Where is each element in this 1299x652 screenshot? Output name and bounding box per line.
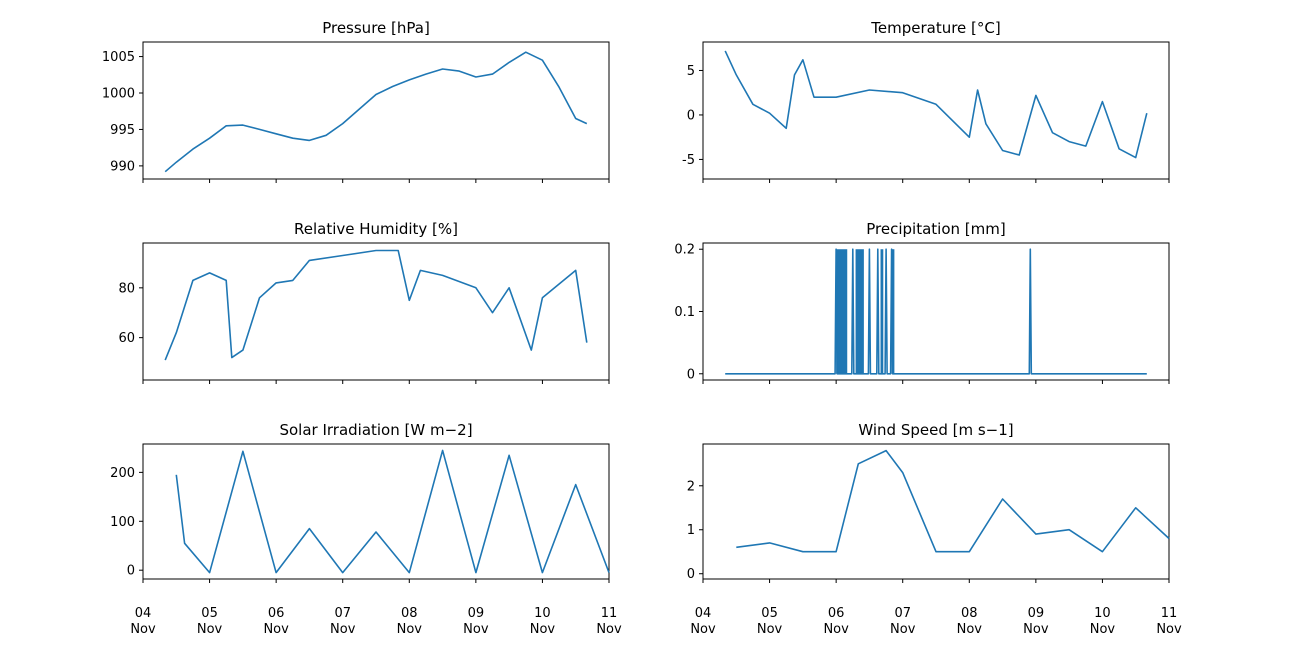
plot-frame [142, 242, 610, 381]
panel-temperature: Temperature [°C] -5 0 5 [682, 19, 1170, 183]
x-tick-label-day: 08 [961, 606, 978, 621]
y-tick-label: 990 [110, 159, 135, 174]
x-tick-label-day: 11 [601, 606, 618, 621]
x-tick-label-day: 06 [828, 606, 845, 621]
y-tick-label: 1005 [102, 50, 135, 65]
x-tick-label-month: Nov [1090, 622, 1116, 637]
y-tick-label: 0 [687, 567, 695, 582]
x-tick-label-month: Nov [1156, 622, 1182, 637]
rain-band [836, 249, 848, 374]
rain-band [891, 249, 895, 374]
rain-band [880, 249, 884, 374]
plot-frame [702, 443, 1170, 580]
series-line-temperature [724, 50, 1148, 159]
x-tick-label-month: Nov [690, 622, 716, 637]
plot-frame [702, 242, 1170, 381]
y-tick-label: 200 [110, 466, 135, 481]
y-tick-label: 0 [687, 108, 695, 123]
panel-title: Wind Speed [m s−1] [858, 421, 1013, 439]
x-tick-label-day: 05 [201, 606, 218, 621]
panel-pressure: Pressure [hPa] 990 995 1000 1005 [102, 19, 610, 183]
x-tick-label-month: Nov [1023, 622, 1049, 637]
x-tick-label-month: Nov [330, 622, 356, 637]
x-tick-label-day: 10 [534, 606, 551, 621]
y-tick-label: 1 [687, 523, 695, 538]
x-tick-label-day: 09 [1028, 606, 1045, 621]
x-tick-label-month: Nov [757, 622, 783, 637]
panel-title: Precipitation [mm] [866, 220, 1005, 238]
x-tick-label-month: Nov [823, 622, 849, 637]
panel-title: Temperature [°C] [870, 19, 1000, 37]
y-tick-label: 80 [118, 281, 135, 296]
series-line-solar [175, 449, 610, 574]
y-tick-label: 0.2 [674, 243, 695, 258]
series-line-wind [736, 449, 1170, 553]
series-line-humidity [164, 249, 588, 361]
panel-title: Pressure [hPa] [322, 19, 430, 37]
x-tick-label-day: 10 [1094, 606, 1111, 621]
y-tick-label: 0 [687, 367, 695, 382]
series-line-precipitation [725, 248, 1147, 375]
y-tick-label: -5 [682, 153, 695, 168]
x-tick-label-month: Nov [197, 622, 223, 637]
panel-precipitation: Precipitation [mm] 0 0.1 0.2 [674, 220, 1170, 384]
x-tick-label-day: 07 [894, 606, 911, 621]
plot-frame [702, 41, 1170, 180]
rain-band [855, 249, 864, 374]
x-tick-label-month: Nov [530, 622, 556, 637]
x-tick-label-day: 04 [695, 606, 712, 621]
panel-title: Relative Humidity [%] [294, 220, 458, 238]
x-tick-label-day: 07 [334, 606, 351, 621]
y-tick-label: 2 [687, 479, 695, 494]
x-tick-label-day: 09 [468, 606, 485, 621]
x-tick-label-month: Nov [397, 622, 423, 637]
x-tick-label-day: 05 [761, 606, 778, 621]
y-tick-label: 995 [110, 123, 135, 138]
x-tick-label-day: 06 [268, 606, 285, 621]
x-tick-label-month: Nov [596, 622, 622, 637]
y-tick-label: 0.1 [674, 305, 695, 320]
y-tick-label: 100 [110, 515, 135, 530]
x-tick-label-day: 08 [401, 606, 418, 621]
x-tick-label-month: Nov [263, 622, 289, 637]
x-tick-label-day: 11 [1161, 606, 1178, 621]
plot-frame [142, 443, 610, 580]
x-tick-label-month: Nov [957, 622, 983, 637]
x-tick-label-day: 04 [135, 606, 152, 621]
y-tick-label: 60 [118, 331, 135, 346]
x-tick-label-month: Nov [130, 622, 156, 637]
plot-frame [142, 41, 610, 180]
panel-humidity: Relative Humidity [%] 60 80 [118, 220, 610, 384]
panel-wind: Wind Speed [m s−1]01204Nov05Nov06Nov07No… [687, 421, 1182, 637]
y-tick-label: 5 [687, 64, 695, 79]
x-tick-label-month: Nov [890, 622, 916, 637]
panel-title: Solar Irradiation [W m−2] [279, 421, 472, 439]
x-tick-label-month: Nov [463, 622, 489, 637]
y-tick-label: 1000 [102, 87, 135, 102]
panel-solar: Solar Irradiation [W m−2]010020004Nov05N… [110, 421, 622, 637]
y-tick-label: 0 [127, 564, 135, 579]
series-line-pressure [164, 51, 588, 173]
